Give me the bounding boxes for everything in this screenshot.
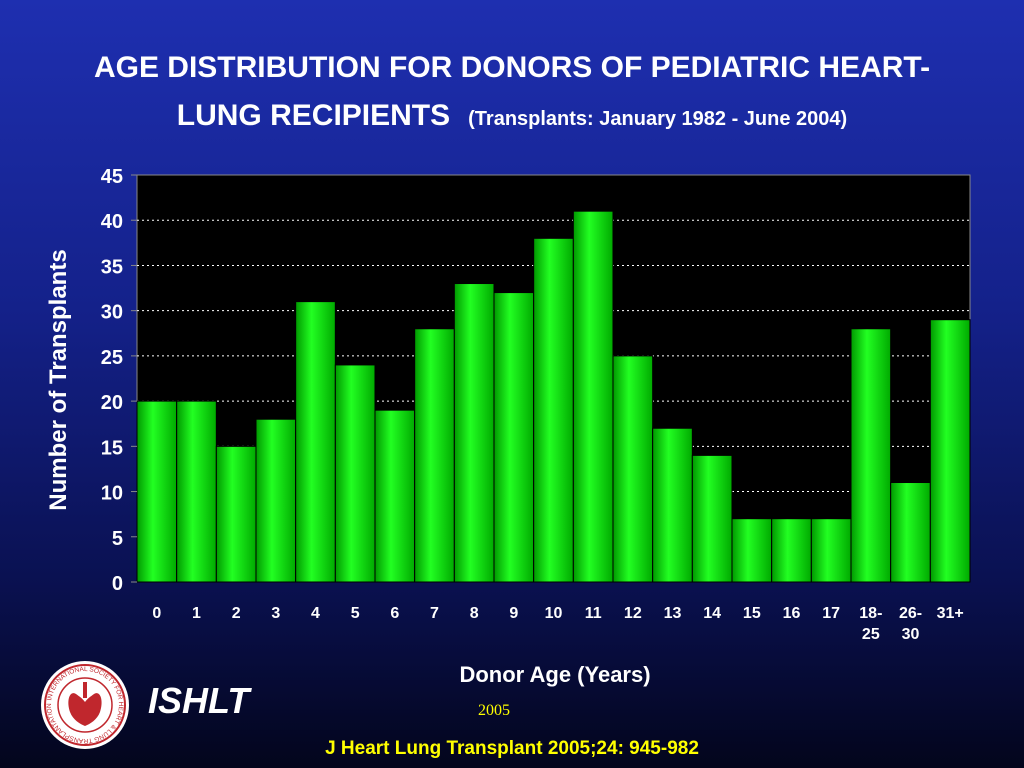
bar-7: [414, 328, 455, 583]
x-tick-label: 30: [902, 626, 920, 643]
x-tick-label: 1: [192, 605, 201, 622]
y-tick-label: 20: [101, 392, 123, 414]
x-tick-label: 13: [664, 605, 682, 622]
x-tick-label: 4: [311, 605, 320, 622]
bar-0: [136, 400, 178, 583]
y-tick-labels: 0 5 10 15 20 25 30 35 40 45: [101, 166, 137, 595]
y-tick-label: 30: [101, 302, 123, 324]
title-line-2-text: LUNG RECIPIENTS: [176, 99, 451, 132]
bar-18-25: [850, 328, 892, 583]
bar-15: [731, 518, 773, 583]
bar-12: [612, 355, 654, 583]
x-tick-label: 17: [822, 605, 840, 622]
bar-6: [374, 409, 416, 583]
x-tick-label: 16: [783, 605, 801, 622]
x-tick-label: 15: [743, 605, 761, 622]
x-tick-label: 11: [585, 605, 602, 622]
y-tick-label: 5: [112, 528, 123, 550]
bar-26-30: [890, 482, 931, 583]
y-tick-label: 0: [112, 573, 123, 595]
y-axis-label: Number of Transplants: [45, 249, 72, 510]
bar-16: [771, 518, 812, 583]
y-tick-label: 35: [101, 256, 123, 278]
x-tick-label: 5: [351, 605, 360, 622]
bar-13: [652, 427, 693, 583]
x-tick-label: 2: [232, 605, 241, 622]
slide-title: AGE DISTRIBUTION FOR DONORS OF PEDIATRIC…: [0, 44, 1024, 143]
title-line-1: AGE DISTRIBUTION FOR DONORS OF PEDIATRIC…: [93, 51, 931, 84]
x-tick-label: 0: [152, 605, 161, 622]
y-tick-label: 40: [101, 211, 123, 233]
x-tick-label: 9: [509, 605, 518, 622]
bar-9: [493, 292, 535, 583]
x-tick-label: 14: [703, 605, 721, 622]
bar-5: [334, 364, 376, 583]
bar-10: [533, 237, 574, 583]
bars: [136, 210, 971, 583]
y-tick-label: 25: [101, 347, 123, 369]
bar-14: [691, 454, 733, 583]
citation: J Heart Lung Transplant 2005;24: 945-982: [325, 738, 699, 759]
title-line-2: LUNG RECIPIENTS (Transplants: January 198…: [0, 92, 1024, 143]
bar-11: [572, 210, 614, 583]
ishlt-logo: INTERNATIONAL SOCIETY FOR HEART & LUNG T…: [41, 661, 129, 749]
bar-2: [215, 445, 257, 583]
bar-4: [295, 301, 336, 583]
bar-1: [176, 400, 217, 583]
bar-31+: [929, 319, 971, 583]
x-tick-label: 12: [624, 605, 642, 622]
y-tick-label: 15: [101, 437, 123, 459]
title-subtitle: (Transplants: January 1982 - June 2004): [468, 108, 848, 130]
x-axis-label: Donor Age (Years): [459, 662, 651, 687]
x-tick-label: 10: [545, 605, 563, 622]
x-tick-label: 6: [390, 605, 399, 622]
ishlt-brand: ISHLT: [148, 680, 250, 721]
bar-3: [255, 418, 297, 583]
x-tick-label: 8: [470, 605, 479, 622]
bar-8: [453, 283, 495, 583]
x-tick-label: 31+: [937, 605, 964, 622]
year-label: 2005: [478, 702, 510, 719]
bar-17: [810, 518, 852, 583]
x-tick-label: 3: [271, 605, 280, 622]
x-tick-label: 25: [862, 626, 880, 643]
y-tick-label: 45: [101, 166, 123, 188]
y-tick-label: 10: [101, 483, 123, 505]
x-tick-label: 26-: [899, 605, 922, 622]
x-tick-label: 7: [430, 605, 439, 622]
x-tick-label: 18-: [859, 605, 882, 622]
